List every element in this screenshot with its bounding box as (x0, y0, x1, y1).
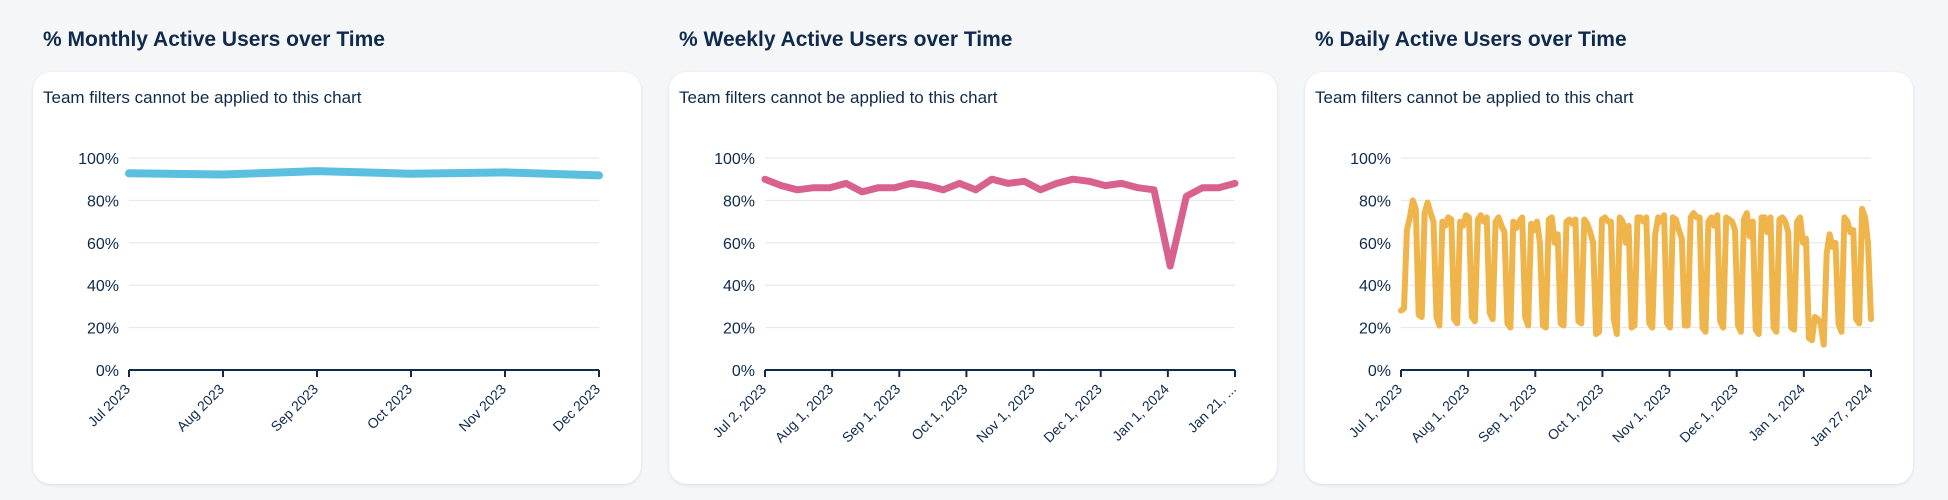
series-line (125, 167, 603, 180)
x-tick-label: Sep 1, 2023 (839, 381, 904, 446)
series-line (1398, 197, 1874, 348)
wau-panel: % Weekly Active Users over Time Team fil… (669, 0, 1279, 500)
y-tick-label: 80% (1359, 193, 1391, 210)
y-tick-label: 80% (87, 193, 119, 210)
chart-card: Team filters cannot be applied to this c… (1305, 72, 1913, 484)
mau-panel: % Monthly Active Users over Time Team fi… (33, 0, 643, 500)
panel-title: % Daily Active Users over Time (1315, 28, 1627, 51)
x-tick-label: Jul 2, 2023 (709, 381, 769, 441)
x-tick-label: Jan 27, 2024 (1807, 381, 1876, 450)
x-tick-label: Jul 1, 2023 (1345, 381, 1405, 441)
y-tick-label: 0% (1368, 363, 1391, 380)
x-tick-label: Sep 1, 2023 (1475, 381, 1540, 446)
x-tick-label: Dec 1, 2023 (1676, 381, 1741, 446)
y-tick-label: 80% (723, 193, 755, 210)
y-tick-label: 40% (87, 278, 119, 295)
panel-title: % Monthly Active Users over Time (43, 28, 385, 51)
chart-card: Team filters cannot be applied to this c… (669, 72, 1277, 484)
y-tick-label: 100% (78, 151, 119, 168)
x-tick-label: Sep 2023 (267, 381, 321, 435)
dau-chart: 0% 20% 40% 60% 80% 100% Jul 1, 2023 Aug 1, 2023… (1345, 151, 1876, 450)
y-tick-label: 20% (723, 321, 755, 338)
dau-panel: % Daily Active Users over Time Team filt… (1305, 0, 1915, 500)
y-tick-label: 60% (87, 236, 119, 253)
x-tick-label: Nov 1, 2023 (973, 381, 1038, 446)
y-tick-label: 40% (723, 278, 755, 295)
x-tick-label: Dec 1, 2023 (1040, 381, 1105, 446)
x-tick-label: Jan 1, 2024 (1745, 381, 1808, 444)
y-tick-label: 40% (1359, 278, 1391, 295)
x-tick-label: Nov 1, 2023 (1609, 381, 1674, 446)
x-tick-label: Oct 2023 (364, 381, 416, 433)
x-tick-label: Aug 2023 (173, 381, 227, 435)
y-tick-label: 20% (1359, 321, 1391, 338)
y-tick-label: 60% (1359, 236, 1391, 253)
x-tick-label: Oct 1, 2023 (1544, 381, 1607, 444)
x-tick-label: Aug 1, 2023 (1408, 381, 1473, 446)
y-tick-label: 0% (96, 363, 119, 380)
filter-note: Team filters cannot be applied to this c… (1315, 88, 1634, 107)
y-tick-label: 0% (732, 363, 755, 380)
chart-card: Team filters cannot be applied to this c… (33, 72, 641, 484)
y-tick-label: 100% (1350, 151, 1391, 168)
x-tick-label: Nov 2023 (455, 381, 509, 435)
mau-chart: 0% 20% 40% 60% 80% 100% Jul 2023 Aug 2023 Sep 20… (78, 151, 603, 435)
x-tick-label: Oct 1, 2023 (908, 381, 971, 444)
x-tick-label: Jul 2023 (84, 381, 133, 430)
wau-chart: 0% 20% 40% 60% 80% 100% Jul 2, 2023 Aug 1, 2023… (709, 151, 1239, 446)
filter-note: Team filters cannot be applied to this c… (679, 88, 998, 107)
x-tick-label: Jan 1, 2024 (1109, 381, 1172, 444)
y-tick-label: 100% (714, 151, 755, 168)
x-tick-label: Dec 2023 (549, 381, 603, 435)
filter-note: Team filters cannot be applied to this c… (43, 88, 362, 107)
x-tick-label: Aug 1, 2023 (772, 381, 837, 446)
series-line (761, 175, 1239, 270)
panel-title: % Weekly Active Users over Time (679, 28, 1013, 51)
y-tick-label: 20% (87, 321, 119, 338)
y-tick-label: 60% (723, 236, 755, 253)
x-tick-label: Jan 21, ... (1184, 381, 1239, 436)
